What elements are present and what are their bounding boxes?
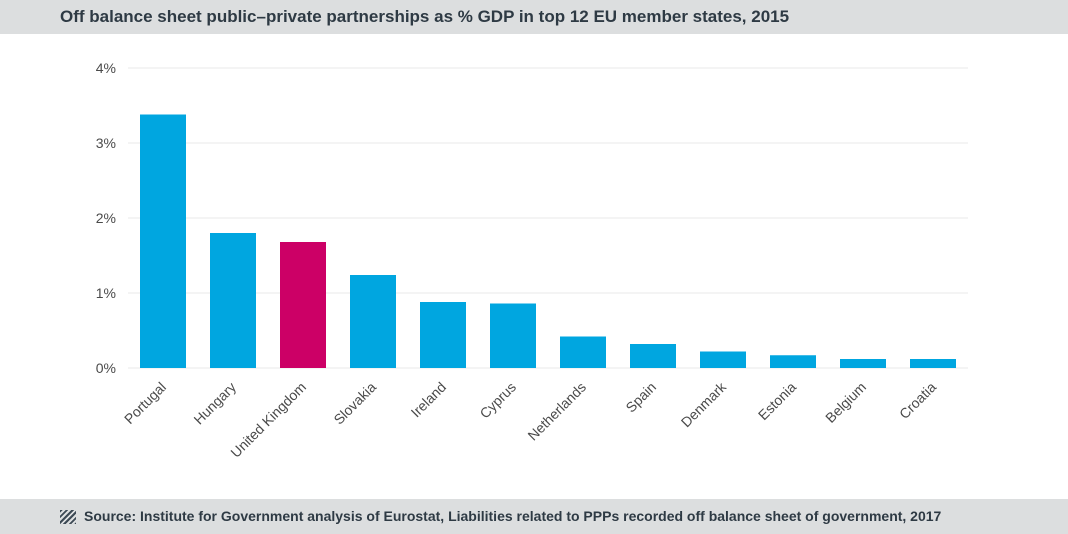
bar bbox=[770, 355, 816, 368]
x-tick-label: Slovakia bbox=[330, 379, 379, 428]
y-tick-label: 4% bbox=[96, 60, 116, 76]
source-footer: Source: Institute for Government analysi… bbox=[0, 499, 1068, 534]
x-tick-label: Belgium bbox=[822, 379, 869, 426]
bar bbox=[560, 336, 606, 368]
x-tick-label: Croatia bbox=[896, 379, 939, 422]
x-tick-label: Hungary bbox=[190, 379, 239, 428]
bar bbox=[280, 242, 326, 368]
bar bbox=[420, 302, 466, 368]
bar bbox=[350, 275, 396, 368]
x-tick-label: Denmark bbox=[678, 378, 730, 430]
x-tick-label: Spain bbox=[622, 379, 659, 416]
striped-square-icon bbox=[60, 510, 76, 524]
x-tick-label: Netherlands bbox=[524, 379, 589, 444]
y-tick-label: 0% bbox=[96, 360, 116, 376]
bar bbox=[630, 344, 676, 368]
x-tick-label: Portugal bbox=[121, 379, 169, 427]
bar bbox=[490, 303, 536, 368]
bar bbox=[140, 114, 186, 368]
title-bar: Off balance sheet public–private partner… bbox=[0, 0, 1068, 34]
x-tick-label: United Kingdom bbox=[227, 379, 309, 461]
x-tick-label: Cyprus bbox=[476, 379, 519, 422]
bar bbox=[840, 359, 886, 368]
y-tick-label: 3% bbox=[96, 135, 116, 151]
bar bbox=[210, 233, 256, 368]
bar bbox=[910, 359, 956, 368]
chart-title: Off balance sheet public–private partner… bbox=[60, 7, 790, 26]
y-tick-label: 2% bbox=[96, 210, 116, 226]
x-tick-label: Estonia bbox=[755, 379, 799, 423]
y-tick-label: 1% bbox=[96, 285, 116, 301]
bar bbox=[700, 351, 746, 368]
x-tick-label: Ireland bbox=[408, 379, 450, 421]
source-text: Source: Institute for Government analysi… bbox=[84, 508, 942, 524]
